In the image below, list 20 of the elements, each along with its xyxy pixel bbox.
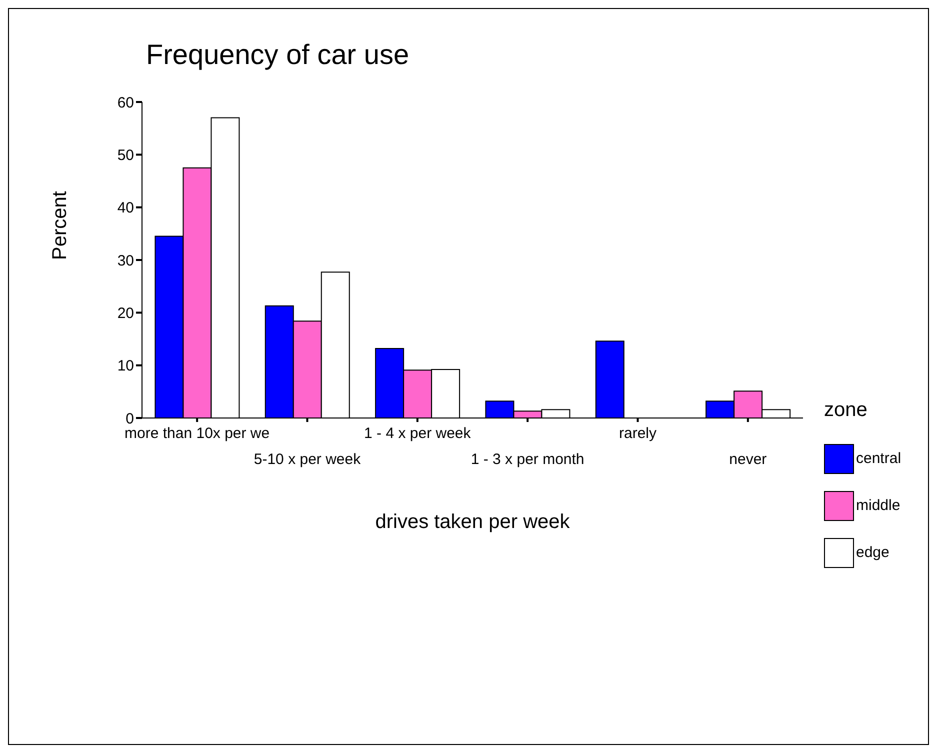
y-tick-label: 0 <box>126 410 134 428</box>
y-tick-label: 40 <box>117 200 134 217</box>
legend-label: central <box>856 450 902 467</box>
y-axis-title: Percent <box>49 190 72 260</box>
x-tick-label: 1 - 3 x per month <box>470 451 584 468</box>
x-axis-title: drives taken per week <box>375 511 571 533</box>
y-tick-label: 60 <box>117 94 134 112</box>
y-tick-label: 30 <box>117 252 134 270</box>
legend-label: middle <box>856 497 900 514</box>
x-tick-label: 1 - 4 x per week <box>364 425 472 442</box>
chart-title: Frequency of car use <box>146 39 410 71</box>
y-tick-label: 50 <box>117 146 134 164</box>
x-tick-label: rarely <box>618 425 657 442</box>
x-tick-label: 5-10 x per week <box>254 451 362 468</box>
y-tick-label: 20 <box>117 304 134 322</box>
legend-label: edge <box>856 544 890 561</box>
legend-title: zone <box>824 399 868 422</box>
x-tick-label: never <box>729 451 767 468</box>
x-tick-label: more than 10x per we <box>124 425 270 442</box>
y-tick-label: 10 <box>117 358 134 375</box>
